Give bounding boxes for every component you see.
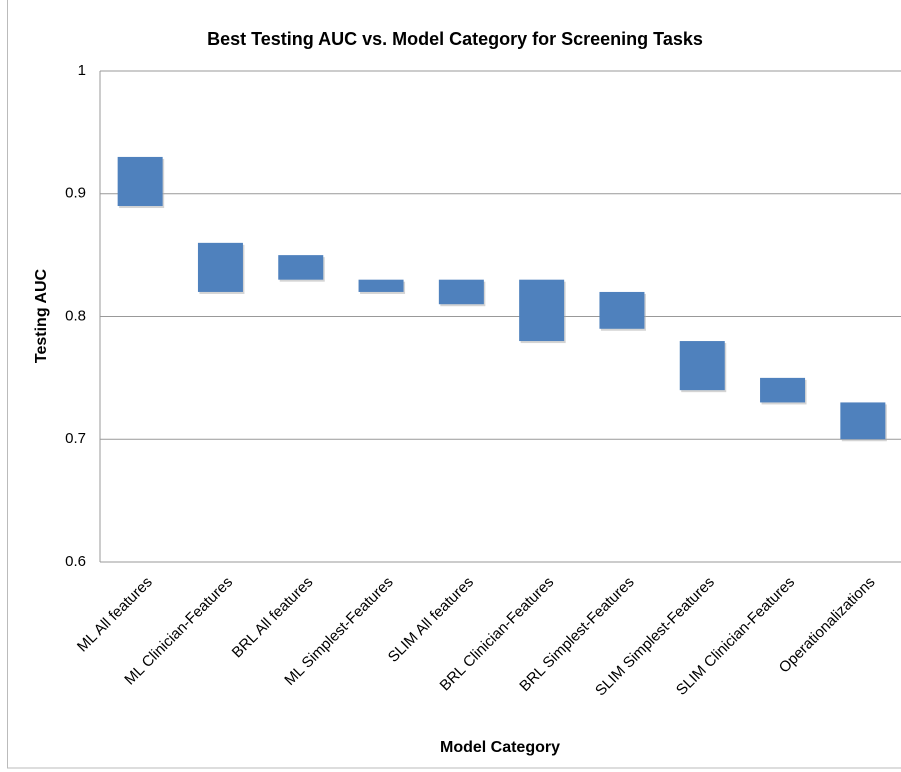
bar: [117, 156, 163, 207]
y-axis-title: Testing AUC: [33, 268, 50, 363]
x-tick-label: SLIM All features: [385, 574, 477, 666]
bar: [197, 242, 243, 292]
bar: [519, 279, 565, 342]
y-tick-label: 0.8: [65, 307, 86, 324]
bar: [599, 291, 645, 329]
bar: [358, 279, 404, 292]
x-axis-title: Model Category: [440, 739, 560, 756]
bar: [438, 279, 484, 305]
frame: [7, 0, 901, 769]
chart-title: Best Testing AUC vs. Model Category for …: [207, 29, 703, 49]
bar: [679, 341, 725, 391]
x-tick-label: BRL All features: [229, 574, 317, 662]
y-tick-label: 1: [78, 62, 86, 79]
bar: [278, 255, 324, 280]
x-tick-label: ML All features: [74, 574, 156, 656]
y-tick-label: 0.9: [65, 185, 86, 202]
y-tick-label: 0.6: [65, 553, 86, 570]
y-tick-label: 0.7: [65, 430, 86, 447]
bar: [840, 402, 886, 440]
bar: [760, 377, 806, 403]
